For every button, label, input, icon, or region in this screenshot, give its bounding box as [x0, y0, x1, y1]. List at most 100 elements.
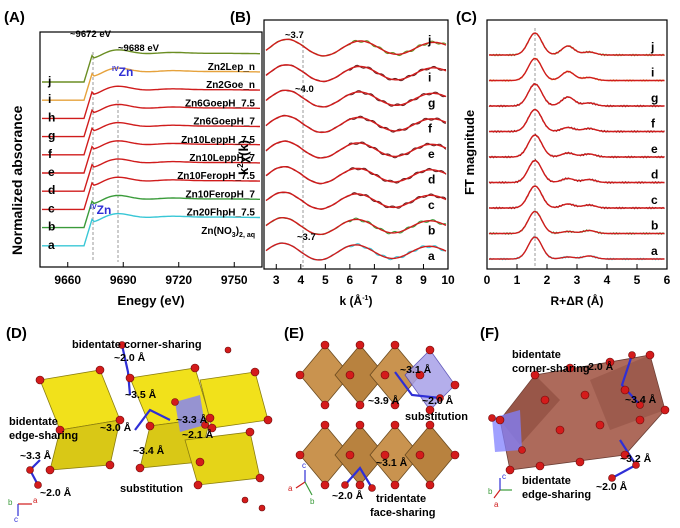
panel-e: (E) ~3.1 Å ~3.9 Å ~2.0 Å substitution ~3… [284, 325, 468, 519]
panel-c-fit-j [489, 32, 665, 56]
panel-a-spectrum-i [42, 67, 260, 101]
panel-c-fit-g [489, 83, 665, 107]
e-atom-23 [425, 420, 435, 430]
e-atom-5 [380, 370, 390, 380]
d-zn-bond-sub [134, 408, 171, 431]
panel-a-ticklabel-9750: 9750 [221, 273, 248, 287]
panel-c-fit-b [489, 210, 665, 235]
e-axis-b: b [310, 497, 315, 506]
d-text-20b: ~2.0 Å [40, 486, 72, 499]
panel-b-fit-f [265, 114, 447, 134]
panel-c-fit-e [489, 134, 665, 158]
panel-e-label: (E) [284, 325, 304, 342]
panel-c-letter-b: b [651, 219, 658, 233]
f-atom-9 [505, 465, 515, 475]
e-octahedron-7 [404, 424, 456, 486]
f-atom-20 [488, 414, 496, 422]
panel-c-label: (C) [456, 9, 477, 26]
panel-c-data-b [488, 210, 665, 236]
e-atom-21 [415, 450, 425, 460]
f-atom-19 [632, 461, 640, 469]
panel-c-ticklabel-6: 6 [664, 273, 671, 287]
d-text-subst: substitution [120, 483, 183, 495]
panel-a-ivzn-bot-sup: IV [90, 204, 97, 211]
panel-b-fit-g [265, 89, 447, 108]
e-atom-1 [320, 340, 330, 350]
f-atom-8 [535, 461, 545, 471]
d-axis-b: b [8, 498, 13, 507]
f-atom-1 [530, 370, 540, 380]
panel-b-ticklabel-9: 9 [420, 273, 427, 287]
panel-b-ticklabel-4: 4 [297, 273, 304, 287]
panel-b-letter-f: f [428, 122, 433, 136]
e-atom-3 [320, 400, 330, 410]
d-atom-0 [35, 375, 45, 385]
panel-a-spectrum-c [42, 176, 260, 211]
d-atom-1 [95, 365, 105, 375]
e-atom-10 [425, 345, 435, 355]
panel-c-letter-i: i [651, 66, 654, 80]
panel-c-ticklabel-2: 2 [544, 273, 551, 287]
panel-a-ivzn-top-main: Zn [119, 65, 134, 79]
d-atom-18 [118, 341, 126, 349]
panel-d-structure [26, 341, 273, 512]
panel-c-letter-j: j [650, 40, 654, 54]
f-text-bid1: bidentate [512, 349, 561, 361]
d-text-34: ~3.4 Å [133, 444, 165, 457]
f-atom-15 [635, 415, 645, 425]
e-atom-2 [345, 370, 355, 380]
d-axes: b a c [8, 496, 38, 524]
d-atom-25 [258, 504, 266, 512]
f-atom-2 [565, 363, 575, 373]
e-text-subst: substitution [405, 411, 468, 423]
panel-c-letter-d: d [651, 168, 658, 182]
panel-b-ylabel: k2χ(k) [236, 140, 251, 175]
panel-a-ylabel: Normalized absorance [9, 105, 25, 255]
f-text-32: ~3.2 Å [620, 452, 652, 465]
f-atom-12 [620, 385, 630, 395]
panel-a-name-d: Zn10FeropH_7.5 [177, 171, 255, 182]
panel-a-annot-9672: ~9672 eV [70, 29, 112, 40]
panel-b-xticks: 3 4 5 6 7 8 9 10 [273, 264, 455, 287]
panel-b-annot-top: ~3.7 [285, 30, 304, 41]
e-atom-27 [368, 484, 376, 492]
panel-a-ivzn-top-sup: IV [112, 66, 119, 73]
panel-b-label: (B) [230, 9, 251, 26]
panel-b-ylabel-rest: χ(k) [236, 140, 251, 163]
e-atom-18 [380, 450, 390, 460]
d-atom-14 [207, 423, 217, 433]
e-zn-bond-face [344, 466, 373, 489]
e-axes: c a b [288, 461, 315, 506]
panel-c-data-a [488, 235, 665, 261]
panel-a-spectrum-d [42, 158, 260, 192]
e-atom-26 [341, 481, 349, 489]
f-atom-18 [608, 474, 616, 482]
e-atom-9 [390, 400, 400, 410]
d-atom-3 [55, 425, 65, 435]
panel-b-ticklabel-10: 10 [441, 273, 455, 287]
panel-b-fit-e [265, 140, 447, 159]
f-atom-5 [660, 405, 670, 415]
f-atom-21 [518, 446, 526, 454]
panel-c-ylabel: FT magnitude [462, 110, 477, 195]
d-atom-19 [34, 481, 42, 489]
panel-f: (F) bidentate corner-sharing ~2.0 Å ~3.4… [480, 325, 670, 509]
e-atom-28 [436, 394, 444, 402]
panel-a-letter-e: e [48, 165, 55, 179]
panel-f-label: (F) [480, 325, 499, 342]
panel-b-ticklabel-5: 5 [322, 273, 329, 287]
panel-a-name-h: Zn6GoepH_7.5 [185, 98, 255, 109]
f-axes: b c a [488, 472, 512, 509]
e-axis-a-line [295, 481, 306, 489]
d-text-35: ~3.5 Å [125, 388, 157, 401]
e-atom-17 [355, 420, 365, 430]
panel-a-annot-9688: ~9688 eV [118, 43, 160, 54]
f-oxygen-atoms [488, 350, 670, 482]
e-text-tri: tridentate [376, 493, 426, 505]
panel-b-letter-e: e [428, 147, 435, 161]
d-atom-5 [45, 465, 55, 475]
e-zn-bond-sub [394, 371, 441, 400]
panel-c-spectra [488, 32, 665, 261]
